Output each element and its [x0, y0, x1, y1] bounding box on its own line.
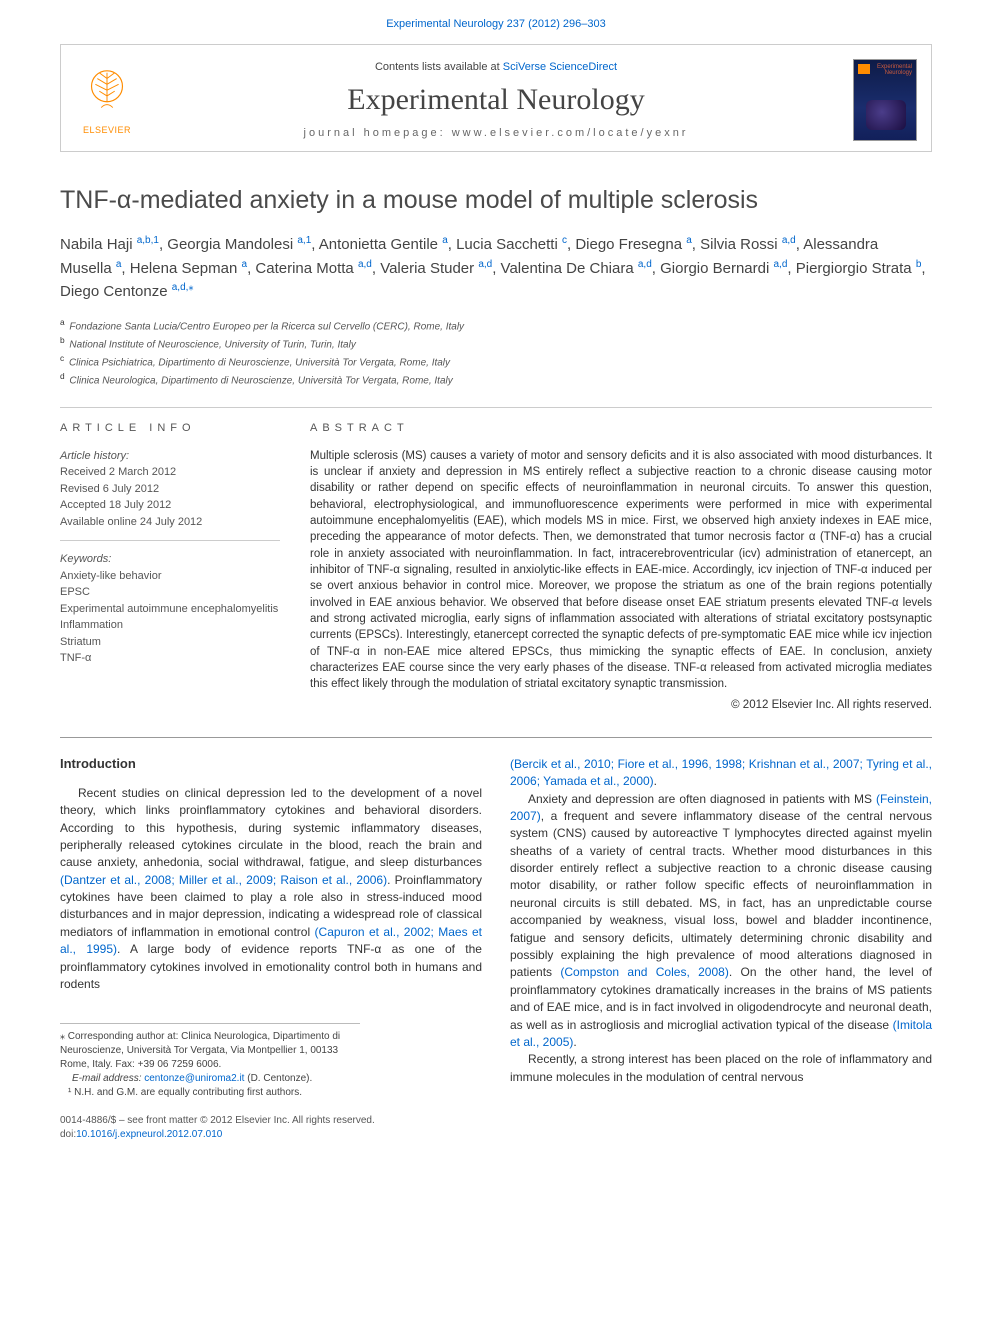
doi-label: doi:	[60, 1129, 76, 1140]
para-text: .	[573, 1035, 576, 1049]
journal-citation: Experimental Neurology 237 (2012) 296–30…	[0, 0, 992, 44]
intro-continuation: (Bercik et al., 2010; Fiore et al., 1996…	[510, 756, 932, 791]
keyword: Experimental autoimmune encephalomyeliti…	[60, 601, 280, 618]
keyword: TNF-α	[60, 650, 280, 667]
elsevier-logo: ELSEVIER	[75, 59, 139, 135]
keywords-block: Keywords: Anxiety-like behaviorEPSCExper…	[60, 551, 280, 677]
email-label: E-mail address:	[72, 1073, 144, 1084]
equal-contrib-note: ¹ N.H. and G.M. are equally contributing…	[60, 1086, 360, 1100]
citation-link[interactable]: (Bercik et al., 2010; Fiore et al., 1996…	[510, 757, 932, 788]
affiliation-line: b National Institute of Neuroscience, Un…	[60, 334, 932, 352]
abstract-copyright: © 2012 Elsevier Inc. All rights reserved…	[310, 699, 932, 711]
journal-cover-thumbnail: Experimental Neurology	[853, 59, 917, 141]
elsevier-label: ELSEVIER	[83, 125, 131, 135]
article-info-heading: article info	[60, 422, 280, 434]
history-line: Accepted 18 July 2012	[60, 497, 280, 514]
keyword: Striatum	[60, 634, 280, 651]
email-line: E-mail address: centonze@uniroma2.it (D.…	[60, 1072, 360, 1086]
article-title: TNF-α-mediated anxiety in a mouse model …	[60, 186, 932, 215]
footer-bar: 0014-4886/$ – see front matter © 2012 El…	[60, 1114, 932, 1142]
citation-link[interactable]: (Dantzer et al., 2008; Miller et al., 20…	[60, 873, 387, 887]
affiliation-line: c Clinica Psichiatrica, Dipartimento di …	[60, 352, 932, 370]
article-info-column: article info Article history: Received 2…	[60, 422, 280, 711]
keyword: EPSC	[60, 584, 280, 601]
journal-header: ELSEVIER Contents lists available at Sci…	[60, 44, 932, 152]
journal-name: Experimental Neurology	[149, 83, 843, 117]
footnotes: ⁎ Corresponding author at: Clinica Neuro…	[60, 1023, 360, 1100]
keyword: Inflammation	[60, 617, 280, 634]
contents-available: Contents lists available at SciVerse Sci…	[149, 61, 843, 73]
para-text: . A large body of evidence reports TNF-α…	[60, 942, 482, 991]
corresponding-author-note: ⁎ Corresponding author at: Clinica Neuro…	[60, 1030, 360, 1072]
para-text: Recent studies on clinical depression le…	[60, 786, 482, 870]
intro-paragraph-1: Recent studies on clinical depression le…	[60, 785, 482, 994]
header-center: Contents lists available at SciVerse Sci…	[149, 59, 843, 141]
para-text: Recently, a strong interest has been pla…	[510, 1052, 932, 1083]
abstract-heading: abstract	[310, 422, 932, 434]
affiliation-line: d Clinica Neurologica, Dipartimento di N…	[60, 370, 932, 388]
author-list: Nabila Haji a,b,1, Georgia Mandolesi a,1…	[60, 233, 932, 304]
affiliations: a Fondazione Santa Lucia/Centro Europeo …	[60, 316, 932, 389]
divider	[60, 407, 932, 408]
doi-link[interactable]: 10.1016/j.expneurol.2012.07.010	[76, 1129, 222, 1140]
para-text: , a frequent and severe inflammatory dis…	[510, 809, 932, 980]
journal-homepage: journal homepage: www.elsevier.com/locat…	[149, 127, 843, 139]
keywords-head: Keywords:	[60, 551, 280, 568]
left-column: Introduction Recent studies on clinical …	[60, 756, 482, 1101]
intro-paragraph-2: Anxiety and depression are often diagnos…	[510, 791, 932, 1052]
history-line: Available online 24 July 2012	[60, 514, 280, 531]
section-divider	[60, 737, 932, 738]
elsevier-tree-icon	[78, 65, 136, 123]
citation-link[interactable]: (Compston and Coles, 2008)	[560, 965, 728, 979]
para-text: Anxiety and depression are often diagnos…	[528, 792, 876, 806]
contents-prefix: Contents lists available at	[375, 61, 503, 73]
doi-line: doi:10.1016/j.expneurol.2012.07.010	[60, 1128, 932, 1142]
history-head: Article history:	[60, 448, 280, 465]
corresponding-mark: ⁎	[188, 282, 193, 293]
email-tail: (D. Centonze).	[244, 1073, 312, 1084]
history-line: Received 2 March 2012	[60, 464, 280, 481]
body-columns: Introduction Recent studies on clinical …	[60, 756, 932, 1101]
introduction-heading: Introduction	[60, 756, 482, 771]
intro-paragraph-3: Recently, a strong interest has been pla…	[510, 1051, 932, 1086]
front-matter-line: 0014-4886/$ – see front matter © 2012 El…	[60, 1114, 932, 1128]
email-link[interactable]: centonze@uniroma2.it	[144, 1073, 244, 1084]
sciencedirect-link[interactable]: SciVerse ScienceDirect	[503, 61, 617, 73]
affiliation-line: a Fondazione Santa Lucia/Centro Europeo …	[60, 316, 932, 334]
right-column: (Bercik et al., 2010; Fiore et al., 1996…	[510, 756, 932, 1101]
article-history: Article history: Received 2 March 2012Re…	[60, 448, 280, 542]
abstract-text: Multiple sclerosis (MS) causes a variety…	[310, 448, 932, 693]
keyword: Anxiety-like behavior	[60, 568, 280, 585]
history-line: Revised 6 July 2012	[60, 481, 280, 498]
abstract-column: abstract Multiple sclerosis (MS) causes …	[310, 422, 932, 711]
cover-title: Experimental Neurology	[854, 64, 912, 76]
para-text: .	[654, 774, 657, 788]
